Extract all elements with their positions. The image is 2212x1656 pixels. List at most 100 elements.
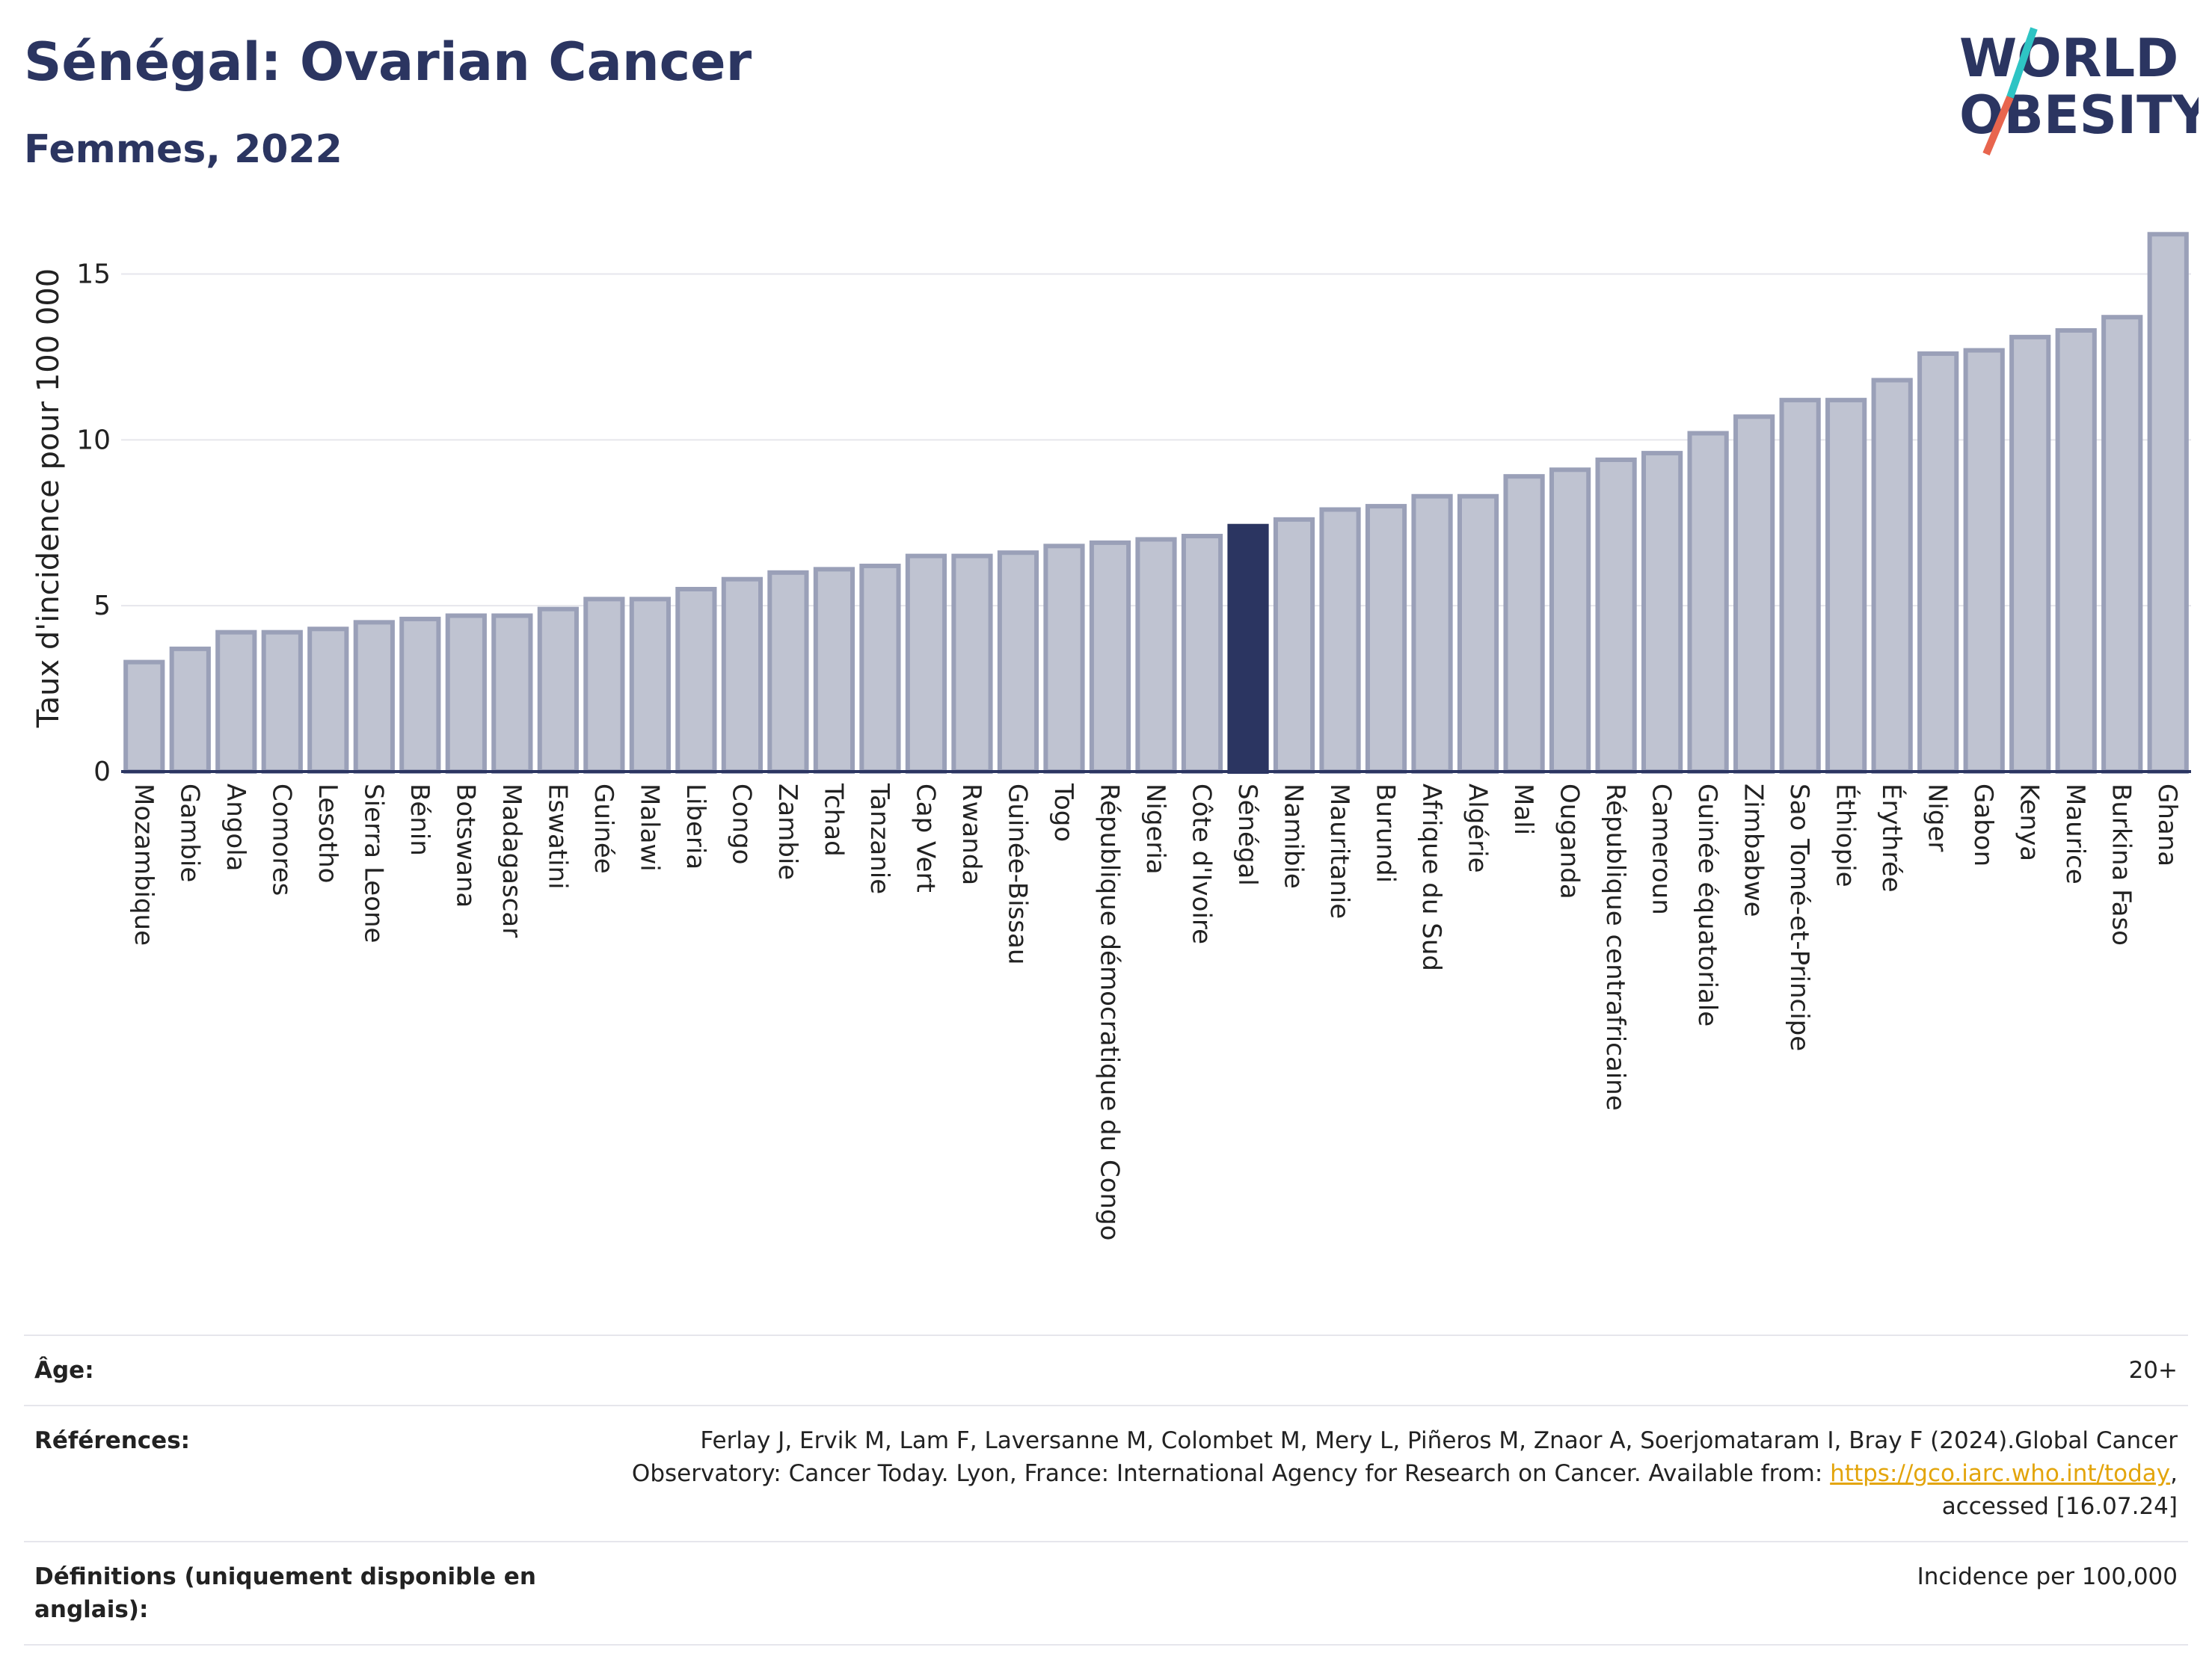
x-tick-label: Comores <box>266 784 296 896</box>
x-tick-label: Madagascar <box>497 784 526 938</box>
y-tick-label: 15 <box>76 259 111 290</box>
bar-gabon[interactable] <box>1963 348 2005 774</box>
bar-mozambique[interactable] <box>123 659 165 774</box>
bar-kenya[interactable] <box>2009 334 2051 774</box>
x-tick-label: Éthiopie <box>1831 784 1861 887</box>
bar-s-n-gal[interactable] <box>1227 523 1269 774</box>
definitions-label: Définitions (uniquement disponible en an… <box>34 1563 536 1623</box>
bar-sao-tom-et-principe[interactable] <box>1779 398 1821 774</box>
x-tick-label: Burkina Faso <box>2107 784 2136 946</box>
bar-angola[interactable] <box>215 630 257 774</box>
x-tick-label: Sao Tomé-et-Principe <box>1784 784 1814 1051</box>
bar-lesotho[interactable] <box>307 627 349 775</box>
x-tick-label: Nigeria <box>1140 784 1170 875</box>
bar--thiopie[interactable] <box>1825 398 1867 774</box>
bar-gambie[interactable] <box>169 646 211 775</box>
chart-bars <box>123 232 2189 775</box>
bar-cap-vert[interactable] <box>905 553 947 774</box>
footer-row-definitions: Définitions (uniquement disponible en an… <box>24 1541 2188 1646</box>
age-label: Âge: <box>34 1357 94 1384</box>
x-tick-label: Togo <box>1048 783 1078 842</box>
bar-zambie[interactable] <box>767 570 809 774</box>
bar-eswatini[interactable] <box>537 606 579 774</box>
references-link[interactable]: https://gco.iarc.who.int/today <box>1830 1460 2171 1487</box>
x-tick-label: Guinée <box>589 784 618 874</box>
x-tick-label: Rwanda <box>956 784 986 885</box>
y-axis-title: Taux d'incidence pour 100 000 <box>31 268 66 728</box>
definitions-value: Incidence per 100,000 <box>1917 1563 2178 1590</box>
logo-accent-red <box>1982 96 2014 156</box>
bar-maurice[interactable] <box>2055 327 2097 775</box>
x-axis-labels: Mozambique Gambie Angola Comores Lesotho Sier… <box>129 783 2182 1240</box>
svg-text:WORLD: WORLD <box>1959 28 2178 89</box>
bar-comores[interactable] <box>261 630 303 774</box>
bar-burundi[interactable] <box>1365 504 1407 774</box>
x-tick-label: Lesotho <box>313 784 342 883</box>
x-tick-label: République centrafricaine <box>1600 784 1630 1111</box>
bar-guin-e-bissau[interactable] <box>997 550 1039 774</box>
x-tick-label: Tanzanie <box>864 783 894 894</box>
bar-sierra-leone[interactable] <box>353 620 395 775</box>
bar-tanzanie[interactable] <box>859 563 901 774</box>
x-tick-label: Liberia <box>681 784 710 869</box>
bar-c-te-d-ivoire[interactable] <box>1181 534 1223 774</box>
x-tick-label: Côte d'Ivoire <box>1187 784 1217 944</box>
x-tick-label: Maurice <box>2060 784 2090 884</box>
bar-r-publique-d-mocratique-du-congo[interactable] <box>1089 540 1131 774</box>
bar-r-publique-centrafricaine[interactable] <box>1595 457 1637 774</box>
bar-togo[interactable] <box>1043 544 1085 774</box>
bar-liberia[interactable] <box>675 587 717 774</box>
x-tick-label: Algérie <box>1463 784 1493 873</box>
bar-zimbabwe[interactable] <box>1733 414 1775 774</box>
bar-malawi[interactable] <box>629 597 671 774</box>
bar-alg-rie[interactable] <box>1457 493 1499 774</box>
references-text: Ferlay J, Ervik M, Lam F, Laversanne M, … <box>631 1427 2178 1487</box>
bar-nigeria[interactable] <box>1135 537 1177 774</box>
bar-guin-e-quatoriale[interactable] <box>1687 431 1729 774</box>
x-tick-label: République démocratique du Congo <box>1094 784 1124 1240</box>
x-tick-label: Mali <box>1508 784 1538 835</box>
bar-congo[interactable] <box>721 576 764 774</box>
logo-accent-teal <box>2006 27 2038 99</box>
x-tick-label: Malawi <box>634 784 664 872</box>
bar-cameroun[interactable] <box>1641 451 1683 774</box>
bar-guin-e[interactable] <box>583 597 625 774</box>
references-label: Références: <box>34 1427 191 1454</box>
bar-mali[interactable] <box>1503 474 1545 774</box>
footer-row-references: Références: Ferlay J, Ervik M, Lam F, La… <box>24 1405 2188 1541</box>
bar-botswana[interactable] <box>445 613 487 774</box>
x-tick-label: Cap Vert <box>910 784 940 893</box>
bar-namibie[interactable] <box>1273 517 1315 774</box>
x-tick-label: Gambie <box>174 784 204 882</box>
bar-afrique-du-sud[interactable] <box>1411 493 1453 774</box>
x-tick-label: Gabon <box>1968 784 1998 867</box>
x-tick-label: Niger <box>1923 784 1953 852</box>
bar-b-nin[interactable] <box>399 616 441 774</box>
footer-table: Âge: 20+ Références: Ferlay J, Ervik M, … <box>24 1335 2188 1646</box>
bar-madagascar[interactable] <box>491 613 533 774</box>
bar-mauritanie[interactable] <box>1319 507 1361 774</box>
x-tick-label: Sierra Leone <box>358 784 388 943</box>
footer-row-age: Âge: 20+ <box>24 1335 2188 1405</box>
page-title: Sénégal: Ovarian Cancer <box>24 31 752 93</box>
bar--rythr-e[interactable] <box>1871 378 1913 774</box>
y-tick-label: 5 <box>93 591 111 621</box>
bar-chart: 0 5 10 15 Mozambique Gambie Angola Comores Leso… <box>31 232 2191 1240</box>
x-tick-label: Eswatini <box>542 784 572 890</box>
bar-tchad[interactable] <box>813 567 855 774</box>
x-tick-label: Ouganda <box>1555 784 1585 899</box>
y-axis-ticks: 0 5 10 15 <box>76 259 111 787</box>
x-tick-label: Ghana <box>2152 784 2182 867</box>
bar-rwanda[interactable] <box>951 553 993 774</box>
bar-ghana[interactable] <box>2147 232 2189 775</box>
x-tick-label: Guinée équatoriale <box>1692 784 1722 1026</box>
bar-ouganda[interactable] <box>1549 467 1591 774</box>
x-tick-label: Bénin <box>405 784 434 856</box>
x-tick-label: Zambie <box>772 784 802 880</box>
y-tick-label: 10 <box>76 425 111 455</box>
x-tick-label: Kenya <box>2015 784 2044 861</box>
page-subtitle: Femmes, 2022 <box>24 127 342 172</box>
x-tick-label: Afrique du Sud <box>1416 784 1446 971</box>
bar-niger[interactable] <box>1917 351 1959 774</box>
bar-burkina-faso[interactable] <box>2101 315 2143 774</box>
